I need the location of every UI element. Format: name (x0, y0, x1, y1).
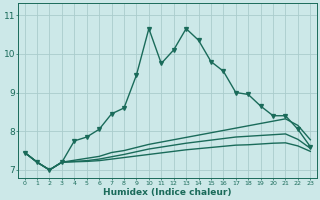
X-axis label: Humidex (Indice chaleur): Humidex (Indice chaleur) (103, 188, 232, 197)
